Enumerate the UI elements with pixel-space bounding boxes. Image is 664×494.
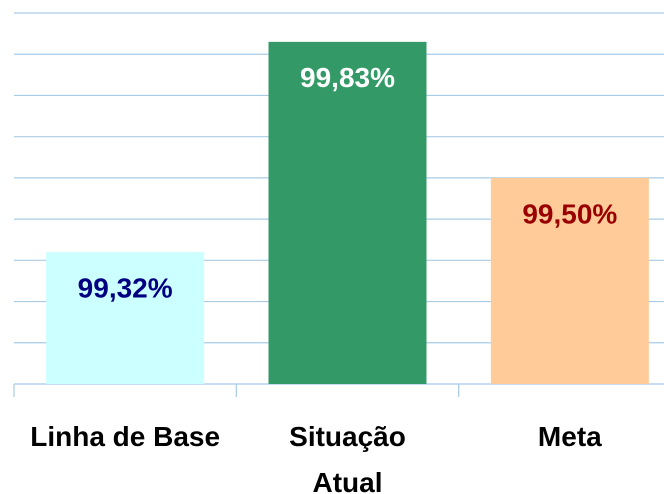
bar bbox=[490, 177, 649, 384]
x-tick-label: Linha de Base bbox=[30, 421, 221, 452]
bar bbox=[268, 41, 427, 384]
x-tick-label: Situação Atual bbox=[289, 421, 406, 494]
value-label: 99,32% bbox=[78, 272, 173, 303]
value-label: 99,83% bbox=[300, 62, 395, 93]
value-label: 99,50% bbox=[522, 198, 617, 229]
x-tick-label: Meta bbox=[537, 421, 602, 452]
bar bbox=[46, 252, 205, 384]
